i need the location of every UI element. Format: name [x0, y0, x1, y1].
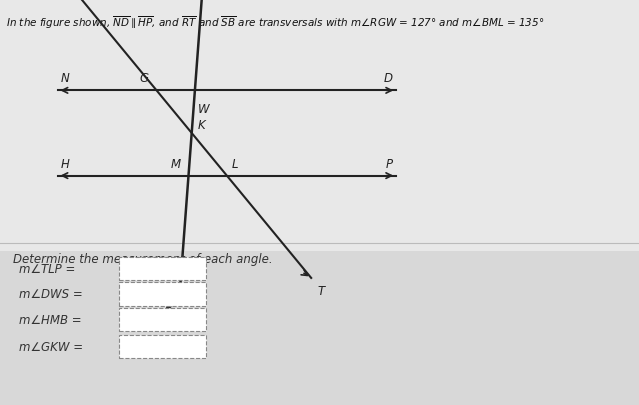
Text: m∠DWS =: m∠DWS = — [19, 288, 83, 301]
Text: N: N — [61, 72, 70, 85]
Text: m∠GKW =: m∠GKW = — [19, 340, 83, 353]
FancyBboxPatch shape — [119, 335, 206, 358]
Text: D: D — [384, 72, 393, 85]
FancyBboxPatch shape — [119, 282, 206, 306]
Text: M: M — [171, 157, 181, 170]
FancyBboxPatch shape — [119, 257, 206, 281]
Text: m∠HMB =: m∠HMB = — [19, 313, 82, 326]
FancyBboxPatch shape — [0, 251, 639, 405]
Text: W: W — [197, 102, 209, 115]
FancyBboxPatch shape — [0, 0, 639, 251]
Text: B: B — [165, 301, 173, 314]
Text: K: K — [198, 119, 206, 132]
Text: L: L — [232, 157, 238, 170]
FancyBboxPatch shape — [119, 308, 206, 331]
Text: H: H — [61, 157, 70, 170]
Text: m∠TLP =: m∠TLP = — [19, 262, 75, 275]
Text: Determine the measurement of each angle.: Determine the measurement of each angle. — [13, 252, 272, 265]
Text: T: T — [318, 284, 325, 297]
Text: G: G — [140, 72, 149, 85]
Text: In the figure shown, $\overline{ND} \parallel \overline{HP}$, and $\overline{RT}: In the figure shown, $\overline{ND} \par… — [6, 14, 544, 31]
Text: P: P — [386, 157, 393, 170]
